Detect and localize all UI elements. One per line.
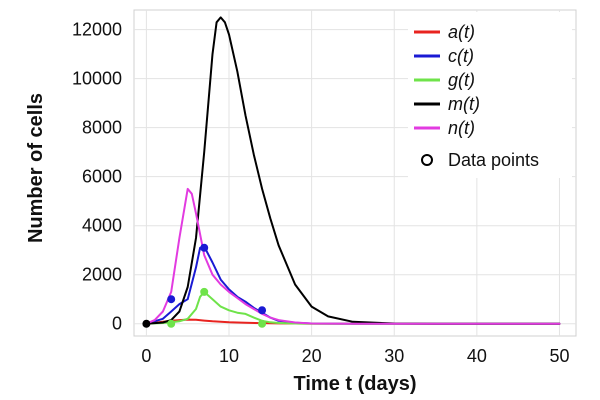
series-lines <box>145 16 561 325</box>
data-point-marker <box>167 319 176 328</box>
legend-label: n(t) <box>448 118 475 138</box>
series-line-n-t <box>145 187 561 325</box>
data-point-marker <box>142 319 151 328</box>
legend: a(t) c(t) g(t) m(t) n(t) Data points <box>408 12 572 178</box>
data-point-marker <box>167 295 176 304</box>
y-tick-label: 6000 <box>82 167 122 187</box>
y-tick-label: 0 <box>112 314 122 334</box>
data-point-marker <box>258 319 267 328</box>
x-tick-label: 10 <box>219 346 239 366</box>
legend-label: g(t) <box>448 70 475 90</box>
data-point-marker <box>200 287 209 296</box>
x-axis-label: Time t (days) <box>294 373 417 395</box>
x-tick-label: 40 <box>467 346 487 366</box>
data-point-marker <box>200 243 209 252</box>
y-tick-label: 12000 <box>72 20 122 40</box>
y-tick-label: 10000 <box>72 69 122 89</box>
x-tick-label: 30 <box>384 346 404 366</box>
y-tick-label: 4000 <box>82 216 122 236</box>
data-points <box>142 243 267 328</box>
legend-label: a(t) <box>448 22 475 42</box>
y-axis-label: Number of cells <box>25 93 47 243</box>
y-tick-label: 2000 <box>82 265 122 285</box>
data-point-marker <box>258 306 267 315</box>
x-tick-label: 50 <box>549 346 569 366</box>
x-tick-label: 20 <box>302 346 322 366</box>
series-line-m-t <box>145 16 561 325</box>
y-tick-label: 8000 <box>82 118 122 138</box>
axis-ticks: 0 10 20 30 40 50 0 2000 4000 6000 8000 10000 12000 <box>72 20 570 366</box>
x-tick-label: 0 <box>141 346 151 366</box>
legend-label: m(t) <box>448 94 480 114</box>
legend-box <box>408 12 572 178</box>
legend-label: c(t) <box>448 46 474 66</box>
legend-marker-circle <box>421 154 433 166</box>
legend-label: Data points <box>448 150 539 170</box>
